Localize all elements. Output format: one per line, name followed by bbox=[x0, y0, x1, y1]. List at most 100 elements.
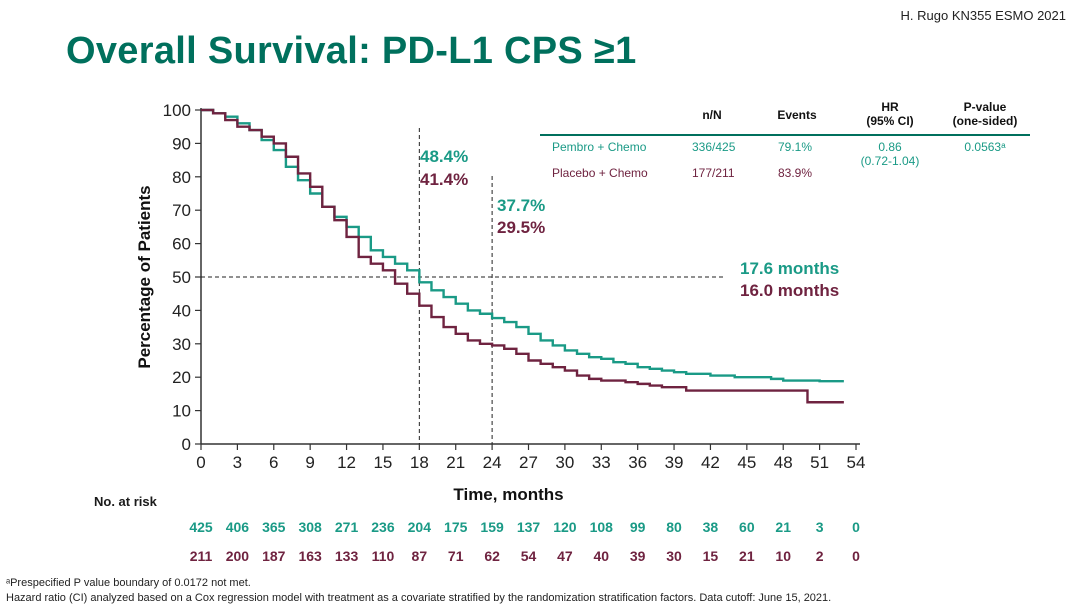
annotation-18mo-placebo: 41.4% bbox=[420, 170, 468, 189]
y-tick-label: 50 bbox=[172, 268, 191, 287]
legend-pembro-label: Pembro + Chemo bbox=[552, 140, 647, 154]
x-tick-label: 54 bbox=[847, 453, 866, 472]
x-tick-label: 48 bbox=[774, 453, 793, 472]
risk-pembro-value: 120 bbox=[553, 519, 577, 535]
header-hr-ci: (95% CI) bbox=[866, 114, 914, 128]
risk-pembro-value: 99 bbox=[630, 519, 646, 535]
risk-pembro-value: 0 bbox=[852, 519, 860, 535]
citation: H. Rugo KN355 ESMO 2021 bbox=[900, 8, 1066, 23]
risk-placebo-value: 200 bbox=[226, 548, 250, 564]
risk-placebo-value: 2 bbox=[816, 548, 824, 564]
x-axis-label: Time, months bbox=[453, 485, 563, 504]
legend-hr: 0.86 bbox=[878, 140, 902, 154]
risk-pembro-value: 236 bbox=[371, 519, 395, 535]
risk-placebo-value: 110 bbox=[372, 548, 395, 564]
y-tick-label: 70 bbox=[172, 201, 191, 220]
legend-pembro-events: 79.1% bbox=[778, 140, 813, 154]
risk-pembro-value: 308 bbox=[298, 519, 322, 535]
annotation-18mo-pembro: 48.4% bbox=[420, 147, 468, 166]
risk-pembro-value: 365 bbox=[262, 519, 286, 535]
risk-pembro-value: 425 bbox=[189, 519, 213, 535]
risk-placebo-value: 21 bbox=[739, 548, 755, 564]
footnote-pvalue: ᵃPrespecified P value boundary of 0.0172… bbox=[6, 577, 251, 589]
y-tick-label: 100 bbox=[163, 101, 191, 120]
x-tick-label: 36 bbox=[628, 453, 647, 472]
x-tick-label: 51 bbox=[810, 453, 829, 472]
y-tick-label: 60 bbox=[172, 235, 191, 254]
x-tick-label: 33 bbox=[592, 453, 611, 472]
pembro-curve bbox=[201, 108, 844, 383]
x-tick-label: 21 bbox=[446, 453, 465, 472]
risk-pembro-value: 3 bbox=[816, 519, 824, 535]
annotation-median-pembro: 17.6 months bbox=[740, 259, 839, 278]
risk-pembro-value: 80 bbox=[666, 519, 682, 535]
x-tick-label: 3 bbox=[233, 453, 242, 472]
risk-pembro-value: 271 bbox=[335, 519, 359, 535]
risk-placebo-value: 163 bbox=[298, 548, 322, 564]
risk-placebo-value: 0 bbox=[852, 548, 860, 564]
annotation-median-placebo: 16.0 months bbox=[740, 281, 839, 300]
header-hr: HR bbox=[881, 100, 899, 114]
y-tick-label: 90 bbox=[172, 134, 191, 153]
risk-placebo-value: 10 bbox=[775, 548, 791, 564]
x-tick-label: 9 bbox=[305, 453, 314, 472]
x-tick-label: 18 bbox=[410, 453, 429, 472]
risk-pembro-value: 21 bbox=[775, 519, 791, 535]
no-at-risk-label: No. at risk bbox=[94, 494, 157, 509]
y-tick-label: 20 bbox=[172, 368, 191, 387]
risk-pembro-value: 204 bbox=[408, 519, 432, 535]
header-pvalue: P-value bbox=[963, 100, 1007, 114]
header-pvalue-sided: (one-sided) bbox=[952, 114, 1018, 128]
x-tick-label: 39 bbox=[665, 453, 684, 472]
risk-placebo-value: 47 bbox=[557, 548, 573, 564]
x-tick-label: 30 bbox=[555, 453, 574, 472]
legend-placebo-nn: 177/211 bbox=[692, 166, 735, 180]
y-tick-label: 30 bbox=[172, 335, 191, 354]
legend-placebo-events: 83.9% bbox=[778, 166, 813, 180]
y-axis-label: Percentage of Patients bbox=[135, 185, 154, 368]
risk-placebo-value: 30 bbox=[666, 548, 682, 564]
legend-ci: (0.72-1.04) bbox=[860, 154, 920, 168]
risk-pembro-value: 175 bbox=[444, 519, 468, 535]
x-tick-label: 0 bbox=[196, 453, 205, 472]
risk-placebo-value: 133 bbox=[335, 548, 359, 564]
annotation-24mo-pembro: 37.7% bbox=[497, 196, 545, 215]
footnote-hazard: Hazard ratio (CI) analyzed based on a Co… bbox=[6, 592, 832, 604]
risk-pembro-value: 60 bbox=[739, 519, 755, 535]
x-tick-label: 27 bbox=[519, 453, 538, 472]
risk-placebo-value: 62 bbox=[484, 548, 500, 564]
risk-placebo-value: 187 bbox=[262, 548, 286, 564]
risk-placebo-value: 211 bbox=[190, 548, 213, 564]
header-nn: n/N bbox=[702, 108, 722, 122]
risk-placebo-value: 87 bbox=[412, 548, 428, 564]
page-title: Overall Survival: PD-L1 CPS ≥1 bbox=[66, 30, 637, 72]
placebo-curve bbox=[201, 108, 844, 404]
risk-placebo-value: 39 bbox=[630, 548, 646, 564]
x-tick-label: 24 bbox=[483, 453, 502, 472]
legend-rule bbox=[540, 134, 1030, 136]
risk-placebo-value: 71 bbox=[448, 548, 464, 564]
legend-pembro-nn: 336/425 bbox=[692, 140, 736, 154]
y-tick-label: 10 bbox=[172, 402, 191, 421]
risk-pembro-value: 108 bbox=[590, 519, 614, 535]
x-tick-label: 42 bbox=[701, 453, 720, 472]
x-tick-label: 15 bbox=[373, 453, 392, 472]
header-events: Events bbox=[777, 108, 817, 122]
risk-placebo-value: 15 bbox=[703, 548, 719, 564]
x-tick-label: 6 bbox=[269, 453, 278, 472]
y-tick-label: 80 bbox=[172, 168, 191, 187]
y-tick-label: 40 bbox=[172, 301, 191, 320]
legend-placebo-label: Placebo + Chemo bbox=[552, 166, 648, 180]
legend-pvalue: 0.0563ᵃ bbox=[964, 140, 1006, 154]
risk-pembro-value: 38 bbox=[703, 519, 719, 535]
annotation-24mo-placebo: 29.5% bbox=[497, 218, 545, 237]
x-tick-label: 45 bbox=[737, 453, 756, 472]
risk-pembro-value: 406 bbox=[226, 519, 250, 535]
risk-pembro-value: 137 bbox=[517, 519, 541, 535]
y-tick-label: 0 bbox=[182, 435, 191, 454]
risk-placebo-value: 54 bbox=[521, 548, 537, 564]
risk-pembro-value: 159 bbox=[480, 519, 504, 535]
x-tick-label: 12 bbox=[337, 453, 356, 472]
risk-placebo-value: 40 bbox=[593, 548, 609, 564]
